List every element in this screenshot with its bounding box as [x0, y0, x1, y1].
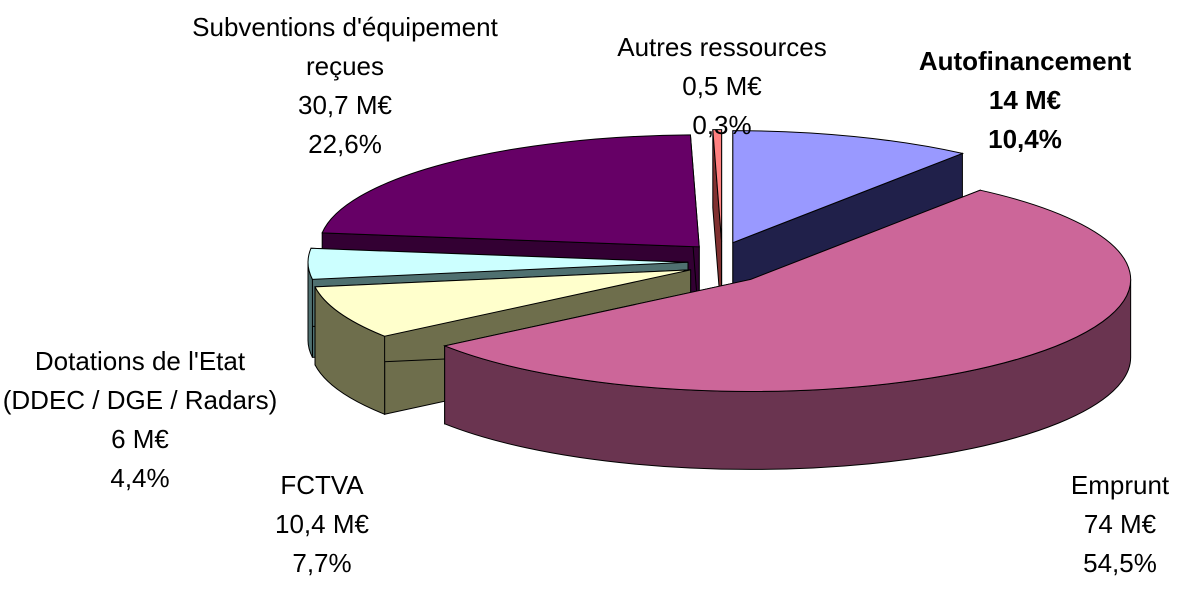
label-name: Autres ressources — [617, 32, 827, 62]
label-name: FCTVA — [280, 470, 364, 500]
label-name: Subventions d'équipement reçues — [192, 12, 498, 81]
slice-label: Emprunt 74 M€ 54,5% — [1020, 466, 1203, 583]
slice — [732, 130, 965, 244]
slice-label: Autofinancement 14 M€ 10,4% — [910, 42, 1140, 159]
label-name: Emprunt — [1070, 470, 1170, 500]
label-value: 14 M€ — [988, 85, 1062, 115]
label-value: 0,5 M€ — [682, 71, 762, 101]
slice — [321, 134, 700, 248]
slice-label: Autres ressources 0,5 M€ 0,3% — [582, 28, 862, 145]
label-percent: 10,4% — [988, 124, 1062, 154]
slice — [314, 269, 691, 337]
label-percent: 4,4% — [110, 463, 170, 493]
slice — [442, 189, 1132, 392]
slice — [307, 247, 689, 280]
slice-label: FCTVA 10,4 M€ 7,7% — [222, 466, 422, 583]
label-percent: 54,5% — [1083, 548, 1157, 578]
label-name: Autofinancement — [918, 46, 1132, 76]
label-value: 10,4 M€ — [275, 509, 369, 539]
slice-label: Subventions d'équipement reçues 30,7 M€ 22… — [190, 8, 500, 164]
label-percent: 22,6% — [308, 129, 382, 159]
slice-label: Dotations de l'Etat (DDEC / DGE / Radars… — [0, 342, 280, 498]
label-value: 30,7 M€ — [298, 90, 392, 120]
label-value: 74 M€ — [1083, 509, 1157, 539]
label-value: 6 M€ — [111, 424, 169, 454]
slice — [712, 129, 723, 242]
label-name: Dotations de l'Etat (DDEC / DGE / Radars… — [2, 346, 278, 415]
label-percent: 7,7% — [292, 548, 352, 578]
label-percent: 0,3% — [692, 110, 752, 140]
